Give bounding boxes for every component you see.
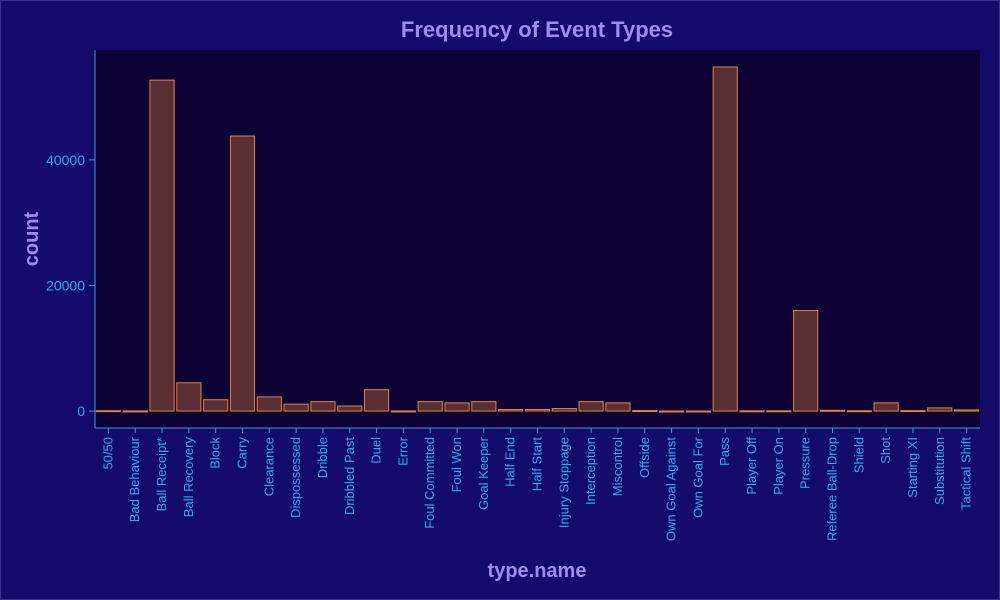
bars-group	[95, 66, 980, 413]
bar-own-goal-against	[659, 410, 685, 413]
bar-pass	[712, 66, 738, 412]
x-tick-label: Player On	[771, 437, 786, 495]
bar-clearance	[256, 396, 282, 412]
bar-injury-stoppage	[551, 408, 577, 412]
bar-foul-committed	[417, 401, 443, 412]
bar-half-start	[524, 408, 551, 412]
bar-goal-keeper	[471, 401, 497, 412]
x-tick-label: Player Off	[744, 437, 759, 495]
x-tick-label: Foul Won	[449, 437, 464, 492]
x-tick-label: 50/50	[100, 437, 115, 470]
bar-bad-behaviour	[122, 410, 148, 413]
bar-dribble	[310, 401, 336, 412]
bar-pressure	[793, 310, 819, 412]
x-tick-label: Error	[395, 436, 410, 466]
x-tick-label: Ball Receipt*	[154, 437, 169, 511]
x-tick-label: Clearance	[261, 437, 276, 496]
x-tick-label: Injury Stoppage	[556, 437, 571, 528]
x-tick-label: Own Goal For	[690, 436, 705, 518]
bar-miscontrol	[605, 402, 631, 412]
x-tick-label: Pressure	[798, 437, 813, 489]
x-tick-label: Starting XI	[905, 437, 920, 498]
x-tick-label: Goal Keeper	[476, 436, 491, 510]
x-tick-label: Miscontrol	[610, 437, 625, 496]
x-tick-label: Substitution	[932, 437, 947, 505]
x-tick-label: Offside	[637, 437, 652, 478]
bar-half-end	[498, 408, 524, 412]
bar-own-goal-for	[685, 410, 711, 413]
x-tick-label: Own Goal Against	[664, 437, 679, 541]
x-tick-label: Pass	[717, 437, 732, 466]
bar-dispossessed	[283, 403, 309, 412]
y-tick-label: 0	[77, 403, 85, 419]
bar-duel	[364, 389, 390, 412]
x-tick-label: Dribbled Past	[342, 437, 357, 515]
y-tick-label: 20000	[46, 277, 85, 293]
bar-starting-xi	[900, 410, 926, 413]
bar-block	[203, 399, 229, 412]
bar-offside	[632, 410, 658, 413]
x-tick-label: Half Start	[530, 437, 545, 492]
x-ticks-group: 50/50 Bad Behaviour Ball Receipt* Ball Reco…	[100, 428, 974, 541]
x-tick-label: Interception	[583, 437, 598, 505]
plot-area	[95, 50, 980, 428]
x-tick-label: Bad Behaviour	[127, 436, 142, 522]
bar-tactical-shift	[954, 409, 980, 412]
x-tick-label: Shield	[851, 437, 866, 473]
x-tick-label: Tactical Shift	[959, 437, 974, 510]
bar-50-50	[95, 410, 121, 413]
x-tick-label: Referee Ball-Drop	[825, 437, 840, 541]
x-tick-label: Dispossessed	[288, 437, 303, 518]
x-tick-label: Foul Committed	[422, 437, 437, 529]
bar-ball-recovery	[176, 382, 202, 412]
bar-player-on	[766, 410, 792, 413]
bar-dribbled-past	[337, 405, 363, 412]
bar-foul-won	[444, 402, 470, 412]
bar-error	[390, 410, 416, 413]
x-tick-label: Shot	[878, 437, 893, 464]
x-tick-label: Half End	[503, 437, 518, 487]
bar-substitution	[927, 407, 953, 412]
y-ticks-group: 0 20000 40000	[46, 152, 95, 419]
x-tick-label: Duel	[369, 437, 384, 464]
bar-player-off	[739, 410, 765, 413]
chart-title: Frequency of Event Types	[401, 17, 673, 42]
x-axis-label: type.name	[488, 560, 587, 582]
bar-referee-ball-drop	[819, 409, 846, 412]
x-tick-label: Ball Recovery	[181, 437, 196, 518]
x-tick-label: Carry	[235, 437, 250, 469]
bar-shield	[846, 410, 872, 413]
bar-ball-receipt-	[149, 79, 175, 412]
bar-interception	[578, 401, 604, 412]
bar-carry	[229, 135, 256, 412]
y-axis-label: count	[21, 211, 43, 266]
bar-shot	[873, 402, 899, 412]
x-tick-label: Block	[208, 437, 223, 469]
y-tick-label: 40000	[46, 152, 85, 168]
x-tick-label: Dribble	[315, 437, 330, 478]
